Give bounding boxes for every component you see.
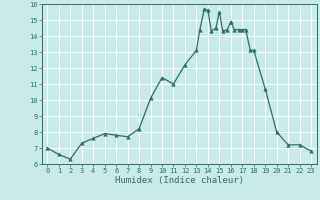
- X-axis label: Humidex (Indice chaleur): Humidex (Indice chaleur): [115, 176, 244, 185]
